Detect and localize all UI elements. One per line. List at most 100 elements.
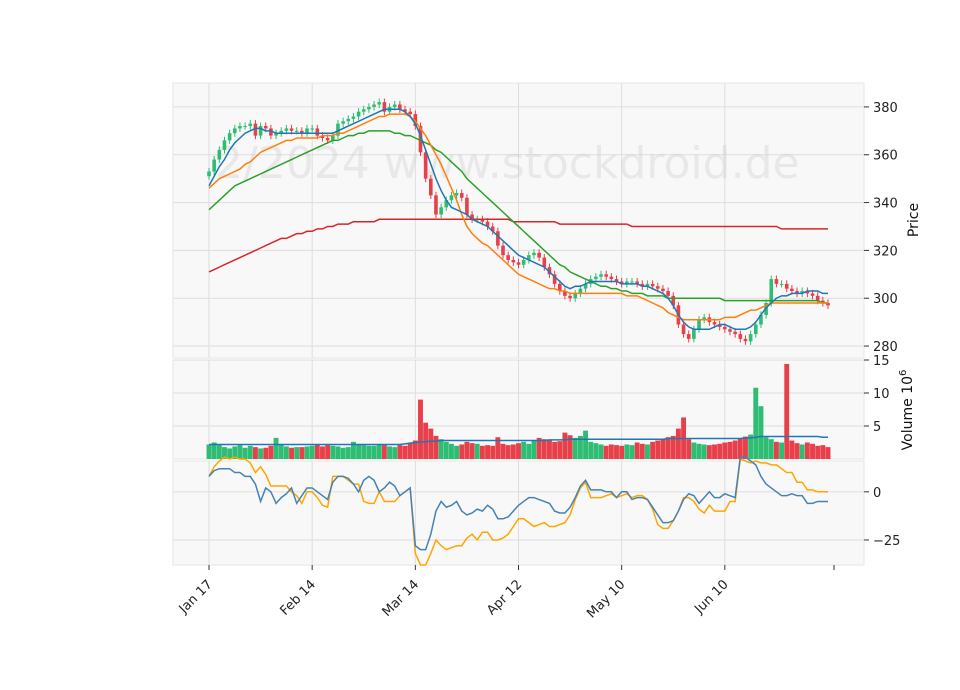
volume-bar — [469, 443, 475, 459]
candle-body — [232, 128, 237, 134]
candle-body — [398, 104, 402, 110]
candle-body — [459, 193, 464, 198]
x-tick-label: May 10 — [584, 577, 628, 621]
volume-bar — [283, 446, 289, 459]
candle-body — [568, 295, 572, 299]
candle-body — [578, 288, 583, 294]
candle-body — [532, 252, 536, 256]
volume-bar — [567, 435, 573, 459]
volume-bar — [624, 444, 630, 459]
candle-body — [748, 334, 753, 342]
volume-bar — [608, 444, 614, 459]
candle-body — [810, 293, 815, 296]
volume-bar — [485, 445, 491, 459]
oscillator-tick-label: 0 — [873, 486, 881, 501]
volume-bar — [289, 447, 294, 459]
x-tick-label: Apr 12 — [484, 577, 525, 618]
ma-mid-line — [208, 113, 828, 321]
volume-bar — [706, 445, 712, 459]
volume-bar — [670, 435, 676, 459]
volume-bar — [552, 441, 558, 459]
volume-tick-label: 15 — [873, 354, 890, 369]
volume-bar — [505, 445, 511, 459]
volume-bar — [722, 442, 728, 459]
volume-bar — [717, 443, 723, 459]
volume-bar — [557, 441, 563, 459]
candle-body — [557, 283, 562, 292]
candle-body — [542, 257, 547, 268]
volume-bar — [593, 443, 599, 459]
volume-bar — [799, 444, 805, 459]
volume-bar — [454, 445, 460, 459]
volume-bar — [448, 443, 454, 459]
candle-body — [743, 338, 748, 342]
candle-body — [609, 276, 614, 280]
candle-body — [681, 324, 686, 335]
candle-body — [790, 288, 794, 292]
candle-body — [289, 128, 294, 131]
volume-bar — [299, 447, 305, 459]
candle-body — [238, 126, 242, 129]
candle-body — [403, 109, 407, 112]
candle-body — [351, 116, 356, 119]
candle-body — [759, 314, 763, 325]
candle-body — [753, 324, 758, 335]
price-moving-averages — [208, 108, 828, 331]
candle-body — [454, 193, 459, 196]
volume-bar — [541, 439, 547, 459]
volume-bar — [320, 446, 325, 459]
candle-body — [490, 226, 495, 232]
volume-bar — [686, 439, 692, 459]
price-panel: 2/2024 www.stockdroid.de 280 300 320 340 360… — [172, 82, 922, 359]
candle-body — [434, 195, 438, 215]
volume-bar — [423, 422, 429, 459]
volume-bar — [804, 442, 810, 459]
x-tick-label: Feb 14 — [277, 577, 319, 619]
x-tick-label: Jan 17 — [176, 577, 216, 617]
volume-bar — [474, 443, 480, 459]
candle-body — [258, 126, 263, 136]
price-tick-label: 340 — [873, 197, 898, 212]
candle-body — [573, 293, 578, 299]
volume-bar — [387, 446, 392, 459]
candle-body — [506, 255, 510, 260]
price-tick-label: 300 — [873, 292, 898, 307]
price-tick-label: 320 — [873, 244, 898, 259]
volume-bar — [242, 447, 248, 459]
volume-bar — [753, 387, 759, 459]
volume-bar — [763, 437, 769, 459]
volume-bar — [645, 444, 650, 459]
candle-body — [640, 283, 645, 287]
volume-bar — [665, 437, 671, 459]
volume-bar — [428, 428, 434, 459]
volume-axis-label: Volume 106 — [898, 370, 916, 451]
candle-body — [655, 286, 660, 289]
candle-body — [563, 291, 567, 296]
volume-bar — [748, 434, 754, 459]
x-tick-label: Jun 10 — [691, 577, 731, 617]
candle-body — [516, 262, 521, 265]
candle-body — [635, 281, 639, 284]
volume-bar — [526, 443, 532, 459]
candle-body — [511, 259, 516, 263]
candle-body — [392, 104, 397, 107]
volume-bar — [304, 446, 310, 459]
candle-body — [800, 291, 805, 294]
price-y-axis: 280 300 320 340 360 380 — [864, 101, 898, 355]
candle-body — [336, 123, 340, 136]
volume-bar — [340, 447, 346, 459]
candle-body — [795, 291, 799, 294]
candle-body — [666, 291, 670, 296]
volume-bar — [418, 399, 423, 459]
volume-bar — [237, 445, 243, 459]
volume-bar — [603, 445, 609, 459]
volume-bar — [402, 445, 408, 459]
volume-bar — [655, 440, 661, 459]
candle-body — [599, 274, 603, 277]
candle-body — [227, 133, 232, 141]
candle-body — [480, 219, 485, 222]
volume-bar — [252, 447, 258, 459]
candle-body — [702, 317, 707, 320]
candle-body — [217, 149, 222, 160]
